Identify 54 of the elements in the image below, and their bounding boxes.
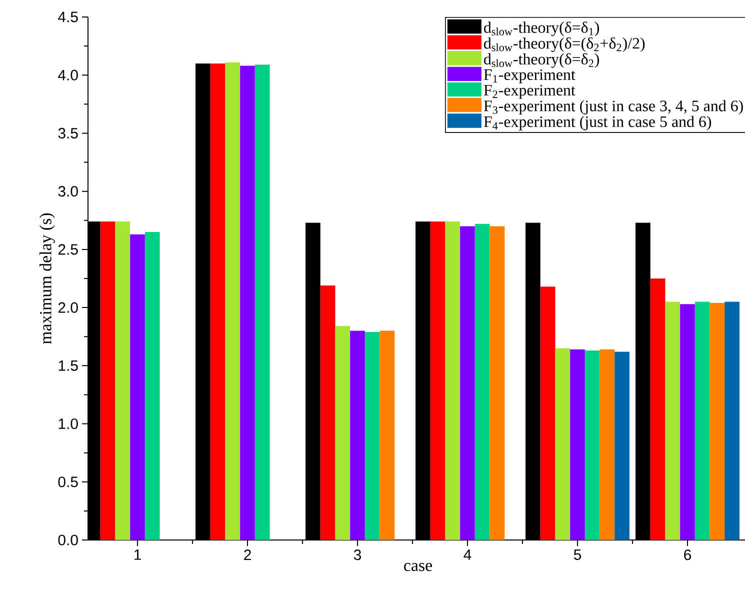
y-axis-title: maximum delay (s) [39,213,55,344]
bar [430,222,446,540]
bar [144,232,160,540]
bar [540,286,556,540]
bar [710,302,725,540]
bar [724,302,740,540]
y-tick-label: 2.0 [58,302,78,313]
bar [665,302,680,540]
legend-label: d$_{slow}$-theory(δ=δ$_{2}$) [484,53,600,68]
bar [115,222,130,540]
y-tick-label: 2.5 [58,244,78,255]
x-tick-label: 4 [464,550,472,560]
bar [614,352,630,540]
x-tick-label: 5 [574,550,582,560]
bar [364,332,380,540]
bar [650,278,666,540]
bar [490,226,505,540]
bar [680,304,695,540]
bar [570,349,585,540]
bar [335,326,350,540]
bar [225,62,240,540]
bar [474,224,490,540]
bar [555,348,570,540]
bar [350,330,365,540]
bar [694,302,710,540]
legend-label: F$_{3}$-experiment (just in case 3, 4, 5 and 6) [484,100,743,115]
legend-label: F$_{2}$-experiment [484,84,576,99]
bar [445,222,460,540]
bar [460,226,475,540]
x-tick-label: 1 [134,550,141,560]
bar [254,64,270,540]
bar [210,63,226,540]
y-tick-label: 0.0 [58,534,78,546]
bar [584,350,600,540]
legend-label: d$_{slow}$-theory(δ=(δ$_{2}$+δ$_{2}$)/2) [484,37,645,52]
y-tick-label: 3.5 [58,128,78,138]
bar [240,66,255,540]
y-tick-label: 1.0 [58,418,78,430]
x-tick-label: 3 [354,550,361,560]
bar [600,349,615,540]
x-axis-title: case [404,562,432,572]
y-tick-label: 3.0 [58,186,78,197]
bar [130,234,145,540]
bar [380,330,395,540]
y-tick-label: 0.5 [58,476,78,488]
y-tick-label: 4.0 [58,70,78,80]
legend-label: d$_{slow}$-theory(δ=δ$_{1}$) [484,22,600,36]
y-tick-label: 4.5 [58,12,78,22]
legend-label: F$_{1}$-experiment [484,69,576,84]
legend-label: F$_{4}$-experiment (just in case 5 and 6) [484,116,712,130]
x-tick-label: 6 [684,550,691,560]
bar [320,285,336,540]
y-tick-label: 1.5 [58,360,78,371]
x-tick-label: 2 [244,550,251,560]
